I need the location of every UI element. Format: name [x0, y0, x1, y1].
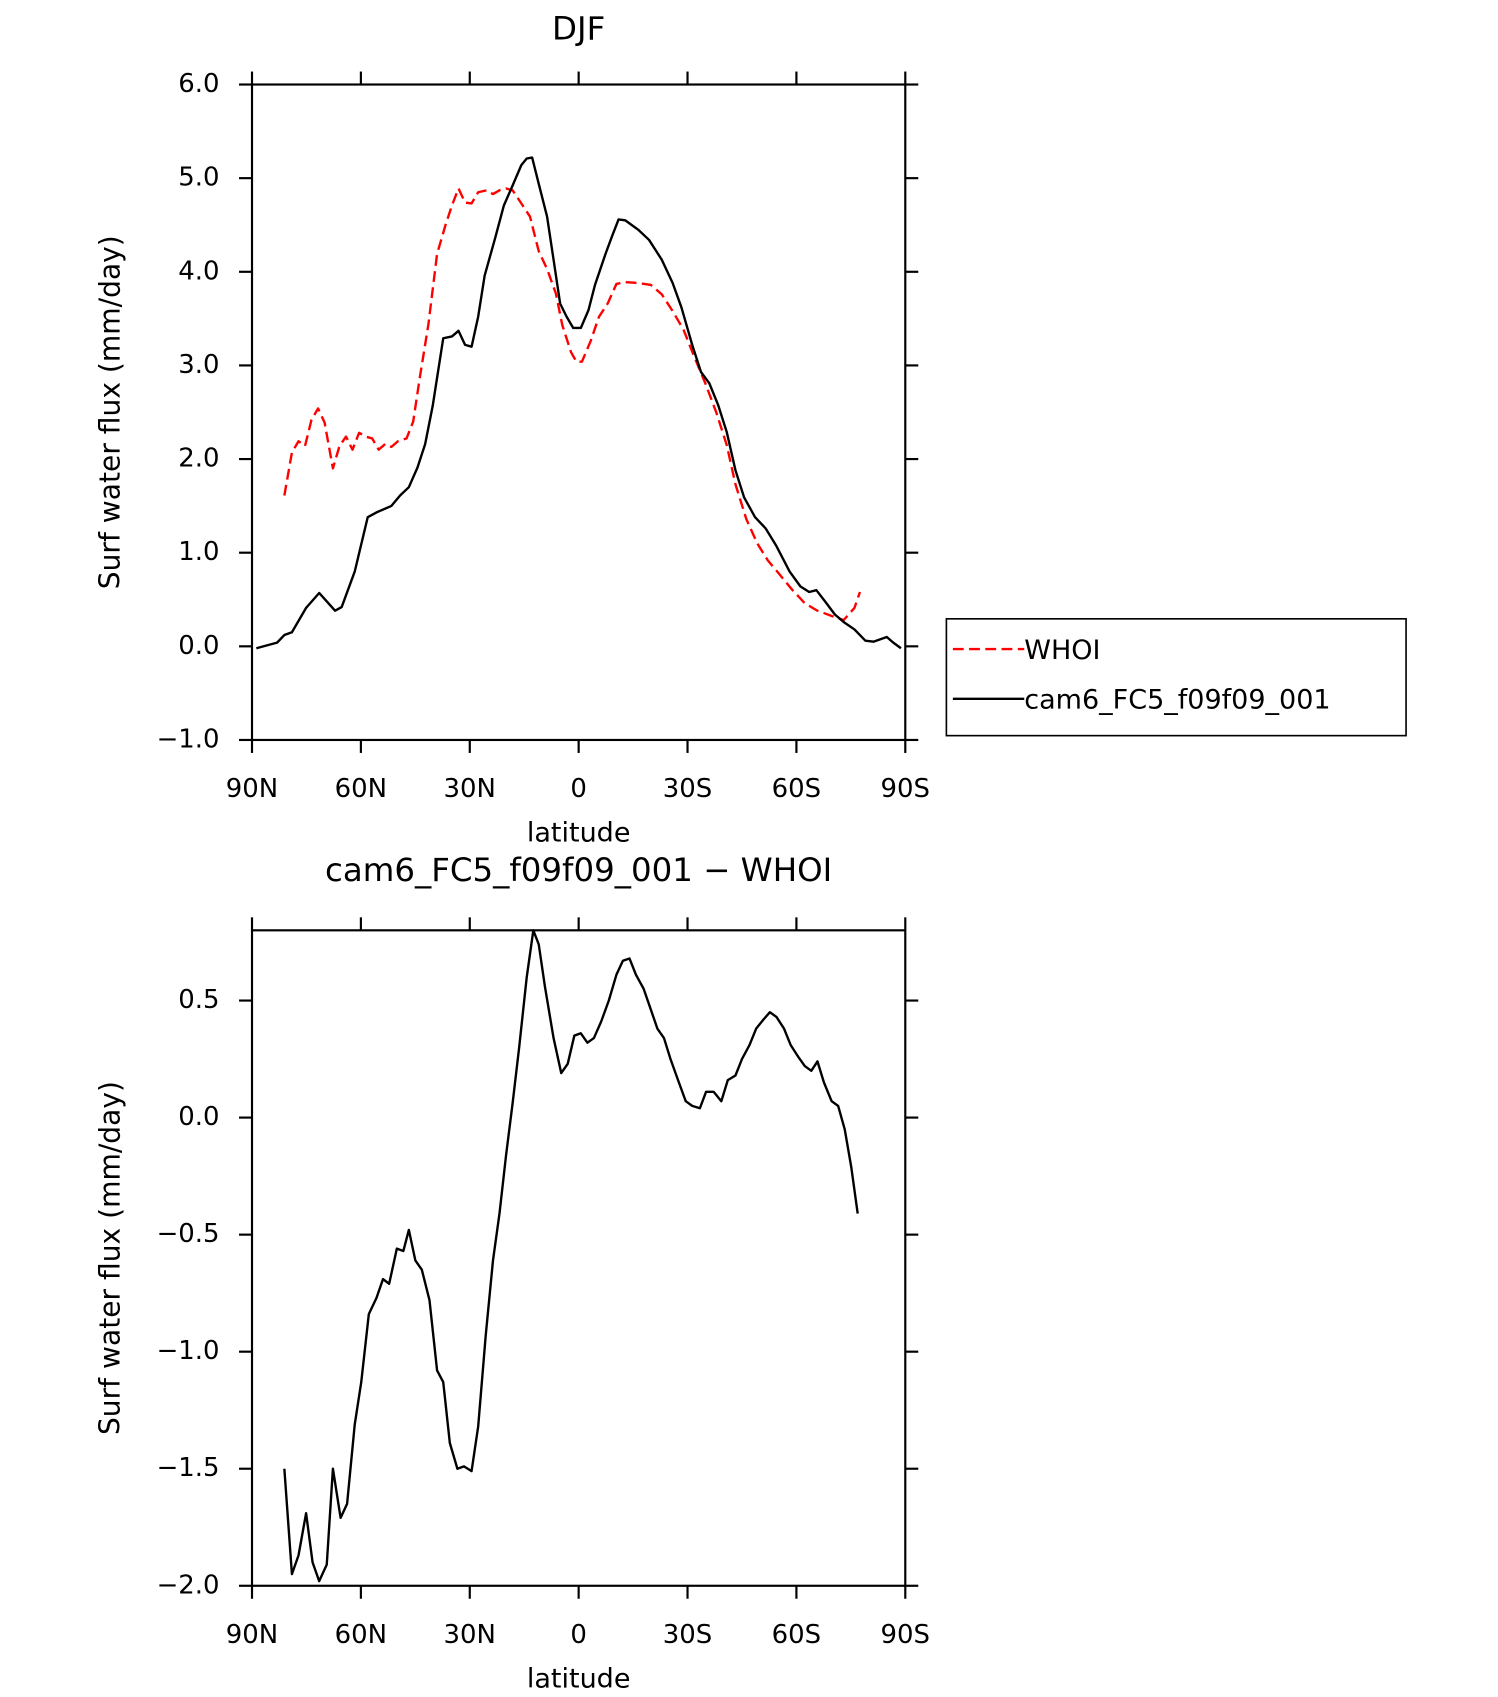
legend: WHOI cam6_FC5_f09f09_001	[945, 618, 1407, 737]
y-tick-label: 3.0	[178, 350, 219, 380]
chart-title: DJF	[552, 9, 605, 47]
x-tick-label: 30S	[663, 774, 712, 804]
legend-label: WHOI	[1024, 635, 1100, 666]
data-line	[283, 187, 862, 622]
chart-title: cam6_FC5_f09f09_001 − WHOI	[325, 851, 832, 889]
x-axis-label: latitude	[527, 818, 631, 849]
x-tick-label: 30N	[444, 1620, 496, 1650]
x-tick-label: 90S	[881, 774, 930, 804]
x-tick-label: 60N	[335, 1620, 387, 1650]
x-tick-label: 90N	[226, 1620, 278, 1650]
x-tick-label: 90S	[881, 1620, 930, 1650]
x-tick-label: 60N	[335, 774, 387, 804]
x-tick-label: 30N	[444, 774, 496, 804]
y-tick-label: 6.0	[178, 69, 219, 99]
y-axis-label: Surf water flux (mm/day)	[93, 1081, 126, 1435]
y-tick-label: −1.0	[157, 724, 220, 754]
data-line	[283, 929, 859, 1583]
x-tick-label: 60S	[772, 774, 821, 804]
y-tick-label: 5.0	[178, 163, 219, 193]
y-tick-label: 1.0	[178, 537, 219, 567]
x-tick-label: 30S	[663, 1620, 712, 1650]
y-tick-label: 2.0	[178, 444, 219, 474]
plot-frame	[250, 83, 907, 742]
y-tick-label: 4.0	[178, 256, 219, 286]
legend-box	[945, 618, 1407, 737]
plot-frame	[250, 929, 907, 1587]
y-tick-label: 0.5	[178, 985, 219, 1015]
x-tick-label: 90N	[226, 774, 278, 804]
y-tick-label: −0.5	[157, 1219, 220, 1249]
x-tick-label: 0	[570, 1620, 587, 1650]
y-tick-label: −1.0	[157, 1336, 220, 1366]
x-tick-label: 0	[570, 774, 587, 804]
legend-label: cam6_FC5_f09f09_001	[1024, 685, 1330, 716]
y-tick-label: 0.0	[178, 1102, 219, 1132]
y-tick-label: −2.0	[157, 1570, 220, 1600]
x-tick-label: 60S	[772, 1620, 821, 1650]
data-line	[256, 156, 902, 650]
x-axis-label: latitude	[527, 1663, 631, 1693]
y-tick-label: −1.5	[157, 1453, 220, 1483]
y-axis-label: Surf water flux (mm/day)	[93, 235, 126, 589]
y-tick-label: 0.0	[178, 631, 219, 661]
